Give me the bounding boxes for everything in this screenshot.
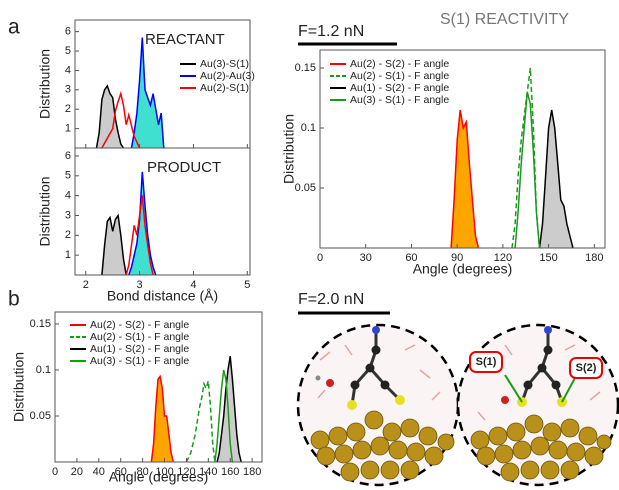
- series-line: [130, 37, 165, 149]
- series-line: [125, 195, 154, 276]
- x-tick-label: 20: [71, 466, 83, 478]
- series-line: [128, 171, 157, 276]
- series-line: [216, 356, 242, 463]
- series-line: [450, 109, 480, 249]
- y-tick-label: 5: [65, 170, 71, 182]
- y-tick-label: 0.15: [295, 62, 316, 74]
- atom-label: S(2): [576, 362, 597, 374]
- y-tick-label: 1: [65, 249, 71, 261]
- panel-label: b: [8, 288, 20, 311]
- y-tick-label: 2: [65, 229, 71, 241]
- y-axis-label: Distribution: [11, 352, 27, 422]
- legend-label: Au(1) - S(2) - F angle: [350, 82, 449, 94]
- y-tick-label: 3: [65, 84, 71, 96]
- plot-frame: [319, 49, 606, 249]
- series-line: [101, 90, 141, 149]
- y-tick-label: 5: [65, 45, 71, 57]
- series-line: [511, 67, 541, 249]
- y-tick-label: 0.15: [30, 318, 51, 330]
- series-line: [514, 91, 541, 249]
- legend-label: Au(2) - S(1) - F angle: [350, 70, 449, 82]
- x-tick-label: 80: [136, 466, 148, 478]
- x-tick-label: 3: [137, 279, 143, 291]
- legend-label: Au(2) - S(1) - F angle: [90, 331, 189, 343]
- y-tick-label: 6: [65, 26, 71, 38]
- x-axis-label: Angle (degrees): [109, 469, 209, 485]
- y-tick-label: 3: [65, 209, 71, 221]
- panel-label: a: [8, 16, 20, 39]
- x-tick-label: 4: [190, 279, 196, 291]
- y-tick-label: 1: [65, 123, 71, 135]
- annotation: PRODUCT: [147, 159, 221, 176]
- legend-label: Au(2) - S(2) - F angle: [90, 319, 189, 331]
- legend-label: Au(3) - S(1) - F angle: [350, 94, 449, 106]
- legend-label: Au(2) - S(2) - F angle: [350, 58, 449, 70]
- x-tick-label: 2: [83, 279, 89, 291]
- y-axis-label: Distribution: [37, 49, 53, 119]
- y-tick-label: 0.05: [30, 410, 51, 422]
- x-tick-label: 0: [52, 466, 58, 478]
- force-label: F=1.2 nN: [298, 23, 364, 40]
- x-tick-label: 120: [177, 466, 195, 478]
- x-tick-label: 60: [405, 252, 417, 264]
- x-tick-label: 140: [199, 466, 217, 478]
- x-axis-label: Bond distance (Å): [107, 288, 218, 304]
- x-tick-label: 180: [585, 252, 603, 264]
- x-tick-label: 0: [317, 252, 323, 264]
- plot-frame: [54, 311, 263, 463]
- y-tick-label: 0.1: [36, 364, 51, 376]
- legend-label: Au(3) - S(1) - F angle: [90, 355, 189, 367]
- y-tick-label: 6: [65, 150, 71, 162]
- plot-frame: [74, 147, 251, 276]
- heading: S(1) REACTIVITY: [440, 11, 569, 28]
- x-axis-label: Angle (degrees): [413, 261, 513, 277]
- x-tick-label: 60: [115, 466, 127, 478]
- legend-label: Au(2)-Au(3): [200, 70, 255, 82]
- x-tick-label: 160: [221, 466, 239, 478]
- atom-label: S(1): [476, 356, 497, 368]
- snapshot: S(1) S(2): [456, 323, 619, 487]
- x-tick-label: 180: [243, 466, 261, 478]
- x-tick-label: 120: [494, 252, 512, 264]
- legend-label: Au(1) - S(2) - F angle: [90, 343, 189, 355]
- series-line: [101, 213, 127, 276]
- x-tick-label: 40: [93, 466, 105, 478]
- y-tick-label: 4: [65, 64, 71, 76]
- legend-label: Au(3)-S(1): [200, 58, 249, 70]
- y-tick-label: 4: [65, 190, 71, 202]
- series-line: [538, 109, 574, 249]
- x-tick-label: 150: [539, 252, 557, 264]
- force-label: F=2.0 nN: [298, 291, 364, 308]
- x-tick-label: 30: [360, 252, 372, 264]
- y-axis-label: Distribution: [281, 114, 297, 184]
- series-line: [185, 380, 216, 463]
- y-tick-label: 0.05: [295, 182, 316, 194]
- series-line: [150, 374, 175, 463]
- x-tick-label: 5: [244, 279, 250, 291]
- snapshot: [296, 323, 460, 487]
- annotation: REACTANT: [145, 31, 225, 48]
- series-line: [214, 369, 234, 463]
- x-tick-label: 100: [155, 466, 173, 478]
- series-line: [95, 84, 125, 149]
- y-axis-label: Distribution: [37, 176, 53, 246]
- x-tick-label: 90: [451, 252, 463, 264]
- y-tick-label: 2: [65, 103, 71, 115]
- y-tick-label: 0.1: [301, 122, 316, 134]
- legend-label: Au(2)-S(1): [200, 82, 249, 94]
